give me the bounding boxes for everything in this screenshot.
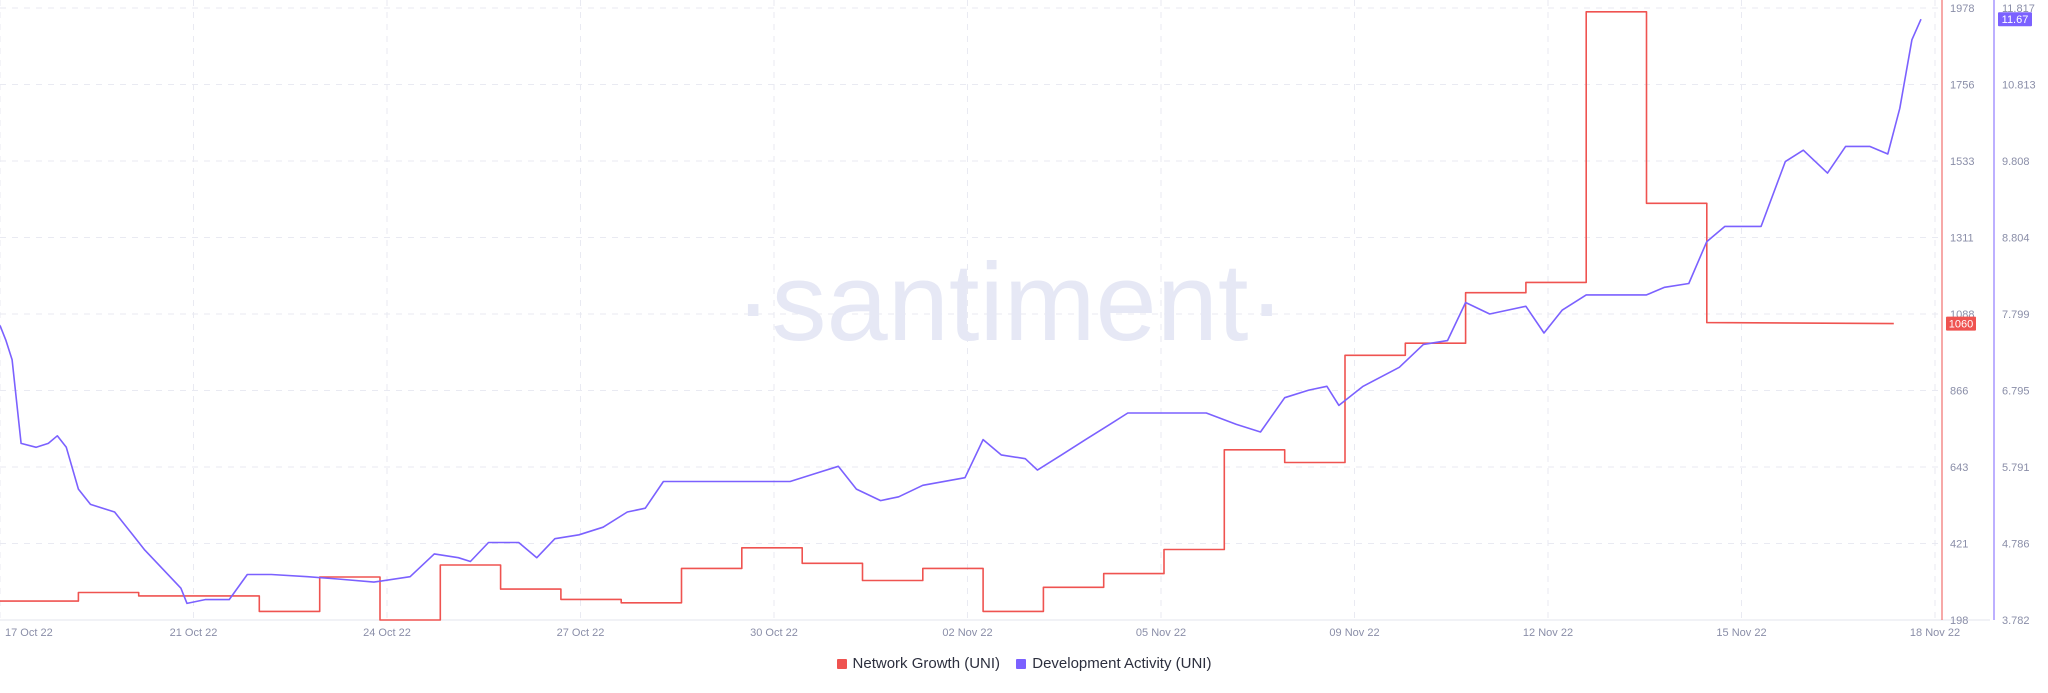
legend-label-network-growth: Network Growth (UNI) bbox=[852, 655, 1001, 672]
chart-legend: Network Growth (UNI) Development Activit… bbox=[0, 655, 2048, 673]
x-tick-label: 17 Oct 22 bbox=[5, 627, 53, 639]
x-tick-label: 24 Oct 22 bbox=[363, 627, 411, 639]
y-right-tick-label: 10.813 bbox=[2002, 80, 2036, 92]
y-left-tick-label: 421 bbox=[1950, 539, 1968, 551]
x-tick-label: 30 Oct 22 bbox=[750, 627, 798, 639]
y-left-tick-label: 1533 bbox=[1950, 156, 1974, 168]
y-left-tick-label: 866 bbox=[1950, 386, 1968, 398]
series-line-development-activity bbox=[0, 18, 1922, 605]
x-tick-label: 05 Nov 22 bbox=[1136, 627, 1186, 639]
last-value-badge-network-growth bbox=[1946, 316, 1976, 331]
legend-item-network-growth[interactable]: Network Growth (UNI) bbox=[836, 655, 1001, 672]
chart-axes bbox=[0, 0, 1995, 621]
legend-swatch-network-growth bbox=[836, 658, 847, 669]
y-right-tick-label: 9.808 bbox=[2002, 156, 2030, 168]
last-value-badge-development-activity bbox=[1998, 12, 2032, 27]
last-value-label-network-growth: 1060 bbox=[1949, 319, 1973, 331]
x-tick-label: 27 Oct 22 bbox=[557, 627, 605, 639]
x-tick-label: 02 Nov 22 bbox=[942, 627, 992, 639]
y-left-tick-label: 643 bbox=[1950, 462, 1968, 474]
x-tick-label: 12 Nov 22 bbox=[1523, 627, 1573, 639]
y-right-tick-label: 7.799 bbox=[2002, 309, 2030, 321]
legend-item-development-activity[interactable]: Development Activity (UNI) bbox=[1016, 655, 1211, 672]
chart-grid bbox=[0, 0, 1942, 621]
y-left-tick-label: 1978 bbox=[1950, 3, 1974, 15]
chart-labels: 17 Oct 22 21 Oct 22 24 Oct 22 27 Oct 22 30 O… bbox=[5, 3, 2036, 639]
y-right-tick-label: 5.791 bbox=[2002, 462, 2030, 474]
y-left-tick-label: 1311 bbox=[1950, 233, 1974, 245]
y-right-tick-label: 6.795 bbox=[2002, 386, 2030, 398]
y-right-tick-label: 8.804 bbox=[2002, 233, 2030, 245]
legend-swatch-development-activity bbox=[1016, 658, 1027, 669]
y-left-tick-label: 1756 bbox=[1950, 80, 1974, 92]
y-right-tick-label: 4.786 bbox=[2002, 539, 2030, 551]
last-value-label-development-activity: 11.67 bbox=[2002, 14, 2029, 26]
y-right-tick-label: 11.817 bbox=[2002, 3, 2035, 15]
chart-series bbox=[0, 11, 1922, 621]
legend-label-development-activity: Development Activity (UNI) bbox=[1032, 655, 1212, 672]
y-left-tick-label: 198 bbox=[1950, 615, 1968, 627]
y-right-tick-label: 3.782 bbox=[2002, 615, 2030, 627]
x-tick-label: 18 Nov 22 bbox=[1910, 627, 1960, 639]
x-tick-label: 09 Nov 22 bbox=[1329, 627, 1379, 639]
x-tick-label: 21 Oct 22 bbox=[170, 627, 218, 639]
santiment-watermark: ·santiment· bbox=[735, 241, 1285, 364]
x-tick-label: 15 Nov 22 bbox=[1716, 627, 1766, 639]
series-line-network-growth bbox=[0, 11, 1894, 621]
